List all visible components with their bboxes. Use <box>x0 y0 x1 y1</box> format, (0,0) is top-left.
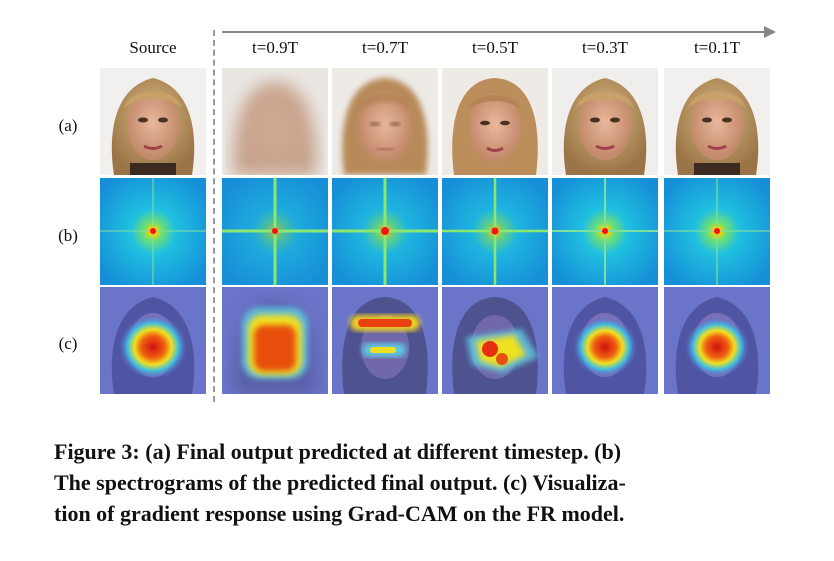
column-label-t09: t=0.9T <box>252 38 298 57</box>
gradcam-t01 <box>664 287 770 394</box>
gradcam-t03 <box>552 287 658 394</box>
column-label-t05: t=0.5T <box>472 38 518 57</box>
face-image-t09 <box>222 68 328 175</box>
gradcam-t05 <box>442 287 548 394</box>
caption-line-2: The spectrograms of the predicted final … <box>54 470 626 495</box>
face-image-t03 <box>552 68 658 175</box>
column-label-source: Source <box>129 38 177 57</box>
column-label-t07: t=0.7T <box>362 38 408 57</box>
spectrogram-t09 <box>222 178 328 285</box>
timestep-arrow-head <box>764 26 776 38</box>
spectrogram-t07 <box>332 178 438 285</box>
column-label-t03: t=0.3T <box>582 38 628 57</box>
caption-line-3: tion of gradient response using Grad-CAM… <box>54 501 625 526</box>
column-label-t01: t=0.1T <box>694 38 740 57</box>
row-label-b: (b) <box>58 226 78 245</box>
face-image-source <box>100 68 206 175</box>
face-image-t07 <box>332 68 438 175</box>
spectrogram-source <box>100 178 206 285</box>
spectrogram-t01 <box>664 178 770 285</box>
figure-caption: Figure 3: (a) Final output predicted at … <box>54 436 794 529</box>
gradcam-source <box>100 287 206 394</box>
gradcam-t07 <box>332 287 438 394</box>
face-image-t01 <box>664 68 770 175</box>
row-label-c: (c) <box>58 334 78 353</box>
timestep-arrow-line <box>222 31 768 33</box>
caption-line-1: Figure 3: (a) Final output predicted at … <box>54 439 622 464</box>
gradcam-t09 <box>222 287 328 394</box>
spectrogram-t05 <box>442 178 548 285</box>
source-divider <box>213 30 215 402</box>
row-label-a: (a) <box>58 116 78 135</box>
face-image-t05 <box>442 68 548 175</box>
spectrogram-t03 <box>552 178 658 285</box>
